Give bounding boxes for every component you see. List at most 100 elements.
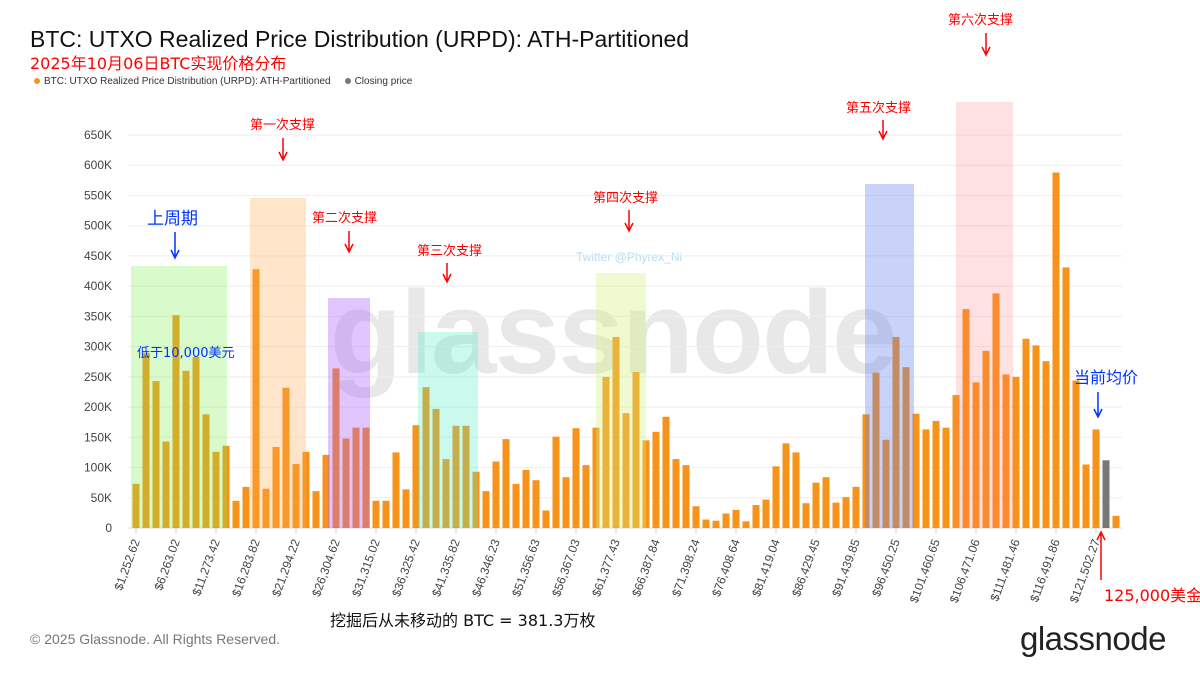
urpd-bar[interactable] [352, 427, 360, 528]
urpd-bar[interactable] [282, 387, 290, 528]
urpd-bar[interactable] [482, 491, 490, 528]
urpd-bar[interactable] [772, 466, 780, 528]
urpd-bar[interactable] [852, 486, 860, 528]
urpd-bar[interactable] [712, 520, 720, 528]
urpd-bar[interactable] [832, 502, 840, 528]
urpd-bar[interactable] [962, 309, 970, 528]
urpd-bar[interactable] [572, 428, 580, 528]
urpd-bar[interactable] [1072, 380, 1080, 528]
urpd-bar[interactable] [162, 441, 170, 528]
urpd-bar[interactable] [1052, 172, 1060, 529]
urpd-bar[interactable] [182, 370, 190, 528]
urpd-bar[interactable] [272, 446, 280, 528]
urpd-bar[interactable] [422, 387, 430, 528]
urpd-bar[interactable] [242, 486, 250, 528]
urpd-bar[interactable] [432, 408, 440, 528]
urpd-bar[interactable] [512, 483, 520, 528]
urpd-bar[interactable] [882, 439, 890, 528]
urpd-bar[interactable] [1032, 345, 1040, 528]
legend-item-urpd[interactable]: BTC: UTXO Realized Price Distribution (U… [34, 76, 331, 88]
urpd-bar[interactable] [1112, 515, 1120, 528]
urpd-bar[interactable] [452, 425, 460, 528]
urpd-bar[interactable] [632, 372, 640, 528]
urpd-bar[interactable] [662, 416, 670, 528]
urpd-bar[interactable] [842, 497, 850, 528]
urpd-bar[interactable] [322, 454, 330, 528]
urpd-bar[interactable] [192, 356, 200, 528]
urpd-bar[interactable] [1082, 464, 1090, 528]
urpd-bar[interactable] [1012, 376, 1020, 528]
urpd-bar[interactable] [1042, 361, 1050, 528]
urpd-bar[interactable] [992, 293, 1000, 528]
legend-item-closing[interactable]: Closing price [344, 76, 412, 88]
urpd-bar[interactable] [222, 445, 230, 528]
urpd-bar[interactable] [862, 414, 870, 528]
urpd-bar[interactable] [902, 367, 910, 528]
urpd-bar[interactable] [922, 429, 930, 528]
urpd-bar[interactable] [892, 336, 900, 528]
urpd-bar[interactable] [532, 480, 540, 528]
urpd-bar[interactable] [972, 382, 980, 528]
urpd-bar[interactable] [132, 483, 140, 528]
urpd-bar[interactable] [692, 506, 700, 528]
urpd-bar[interactable] [652, 431, 660, 528]
urpd-bar[interactable] [342, 438, 350, 528]
urpd-bar[interactable] [332, 368, 340, 528]
urpd-bar[interactable] [872, 372, 880, 528]
urpd-bar[interactable] [152, 381, 160, 528]
urpd-bar[interactable] [982, 350, 990, 528]
urpd-bar[interactable] [782, 443, 790, 528]
urpd-bar[interactable] [622, 413, 630, 528]
urpd-bar[interactable] [362, 427, 370, 528]
urpd-bar[interactable] [232, 500, 240, 528]
urpd-bar[interactable] [502, 439, 510, 528]
closing-price-bar[interactable] [1102, 460, 1110, 528]
urpd-bar[interactable] [912, 413, 920, 528]
urpd-bar[interactable] [812, 482, 820, 528]
urpd-bar[interactable] [682, 465, 690, 528]
urpd-bar[interactable] [942, 427, 950, 528]
urpd-bar[interactable] [1002, 374, 1010, 528]
urpd-bar[interactable] [612, 336, 620, 528]
urpd-bar[interactable] [382, 500, 390, 528]
urpd-bar[interactable] [542, 510, 550, 528]
urpd-bar[interactable] [1022, 338, 1030, 528]
urpd-bar[interactable] [462, 425, 470, 528]
urpd-bar[interactable] [202, 414, 210, 528]
urpd-bar[interactable] [372, 500, 380, 528]
urpd-bar[interactable] [752, 505, 760, 528]
urpd-bar[interactable] [472, 471, 480, 528]
urpd-bar[interactable] [1092, 429, 1100, 528]
urpd-bar[interactable] [522, 469, 530, 528]
urpd-bar[interactable] [822, 477, 830, 528]
urpd-bar[interactable] [392, 452, 400, 528]
urpd-bar[interactable] [262, 488, 270, 528]
urpd-bar[interactable] [402, 489, 410, 528]
urpd-bar[interactable] [412, 425, 420, 528]
urpd-bar[interactable] [742, 521, 750, 528]
urpd-bar[interactable] [1062, 267, 1070, 528]
urpd-bar[interactable] [642, 440, 650, 528]
urpd-bar[interactable] [702, 519, 710, 528]
urpd-bar[interactable] [592, 427, 600, 528]
urpd-bar[interactable] [802, 503, 810, 528]
urpd-bar[interactable] [952, 394, 960, 528]
urpd-bar[interactable] [442, 459, 450, 528]
urpd-bar[interactable] [142, 352, 150, 528]
urpd-bar[interactable] [932, 420, 940, 528]
urpd-bar[interactable] [292, 463, 300, 528]
urpd-bar[interactable] [792, 452, 800, 528]
urpd-bar[interactable] [492, 461, 500, 528]
urpd-bar[interactable] [582, 465, 590, 528]
urpd-bar[interactable] [762, 499, 770, 528]
urpd-bar[interactable] [732, 509, 740, 528]
urpd-bar[interactable] [672, 459, 680, 528]
urpd-bar[interactable] [552, 436, 560, 528]
urpd-bar[interactable] [212, 451, 220, 528]
urpd-bar[interactable] [252, 269, 260, 528]
urpd-bar[interactable] [312, 491, 320, 528]
urpd-bar[interactable] [172, 315, 180, 528]
urpd-bar[interactable] [722, 513, 730, 528]
urpd-bar[interactable] [602, 376, 610, 528]
urpd-bar[interactable] [562, 477, 570, 528]
